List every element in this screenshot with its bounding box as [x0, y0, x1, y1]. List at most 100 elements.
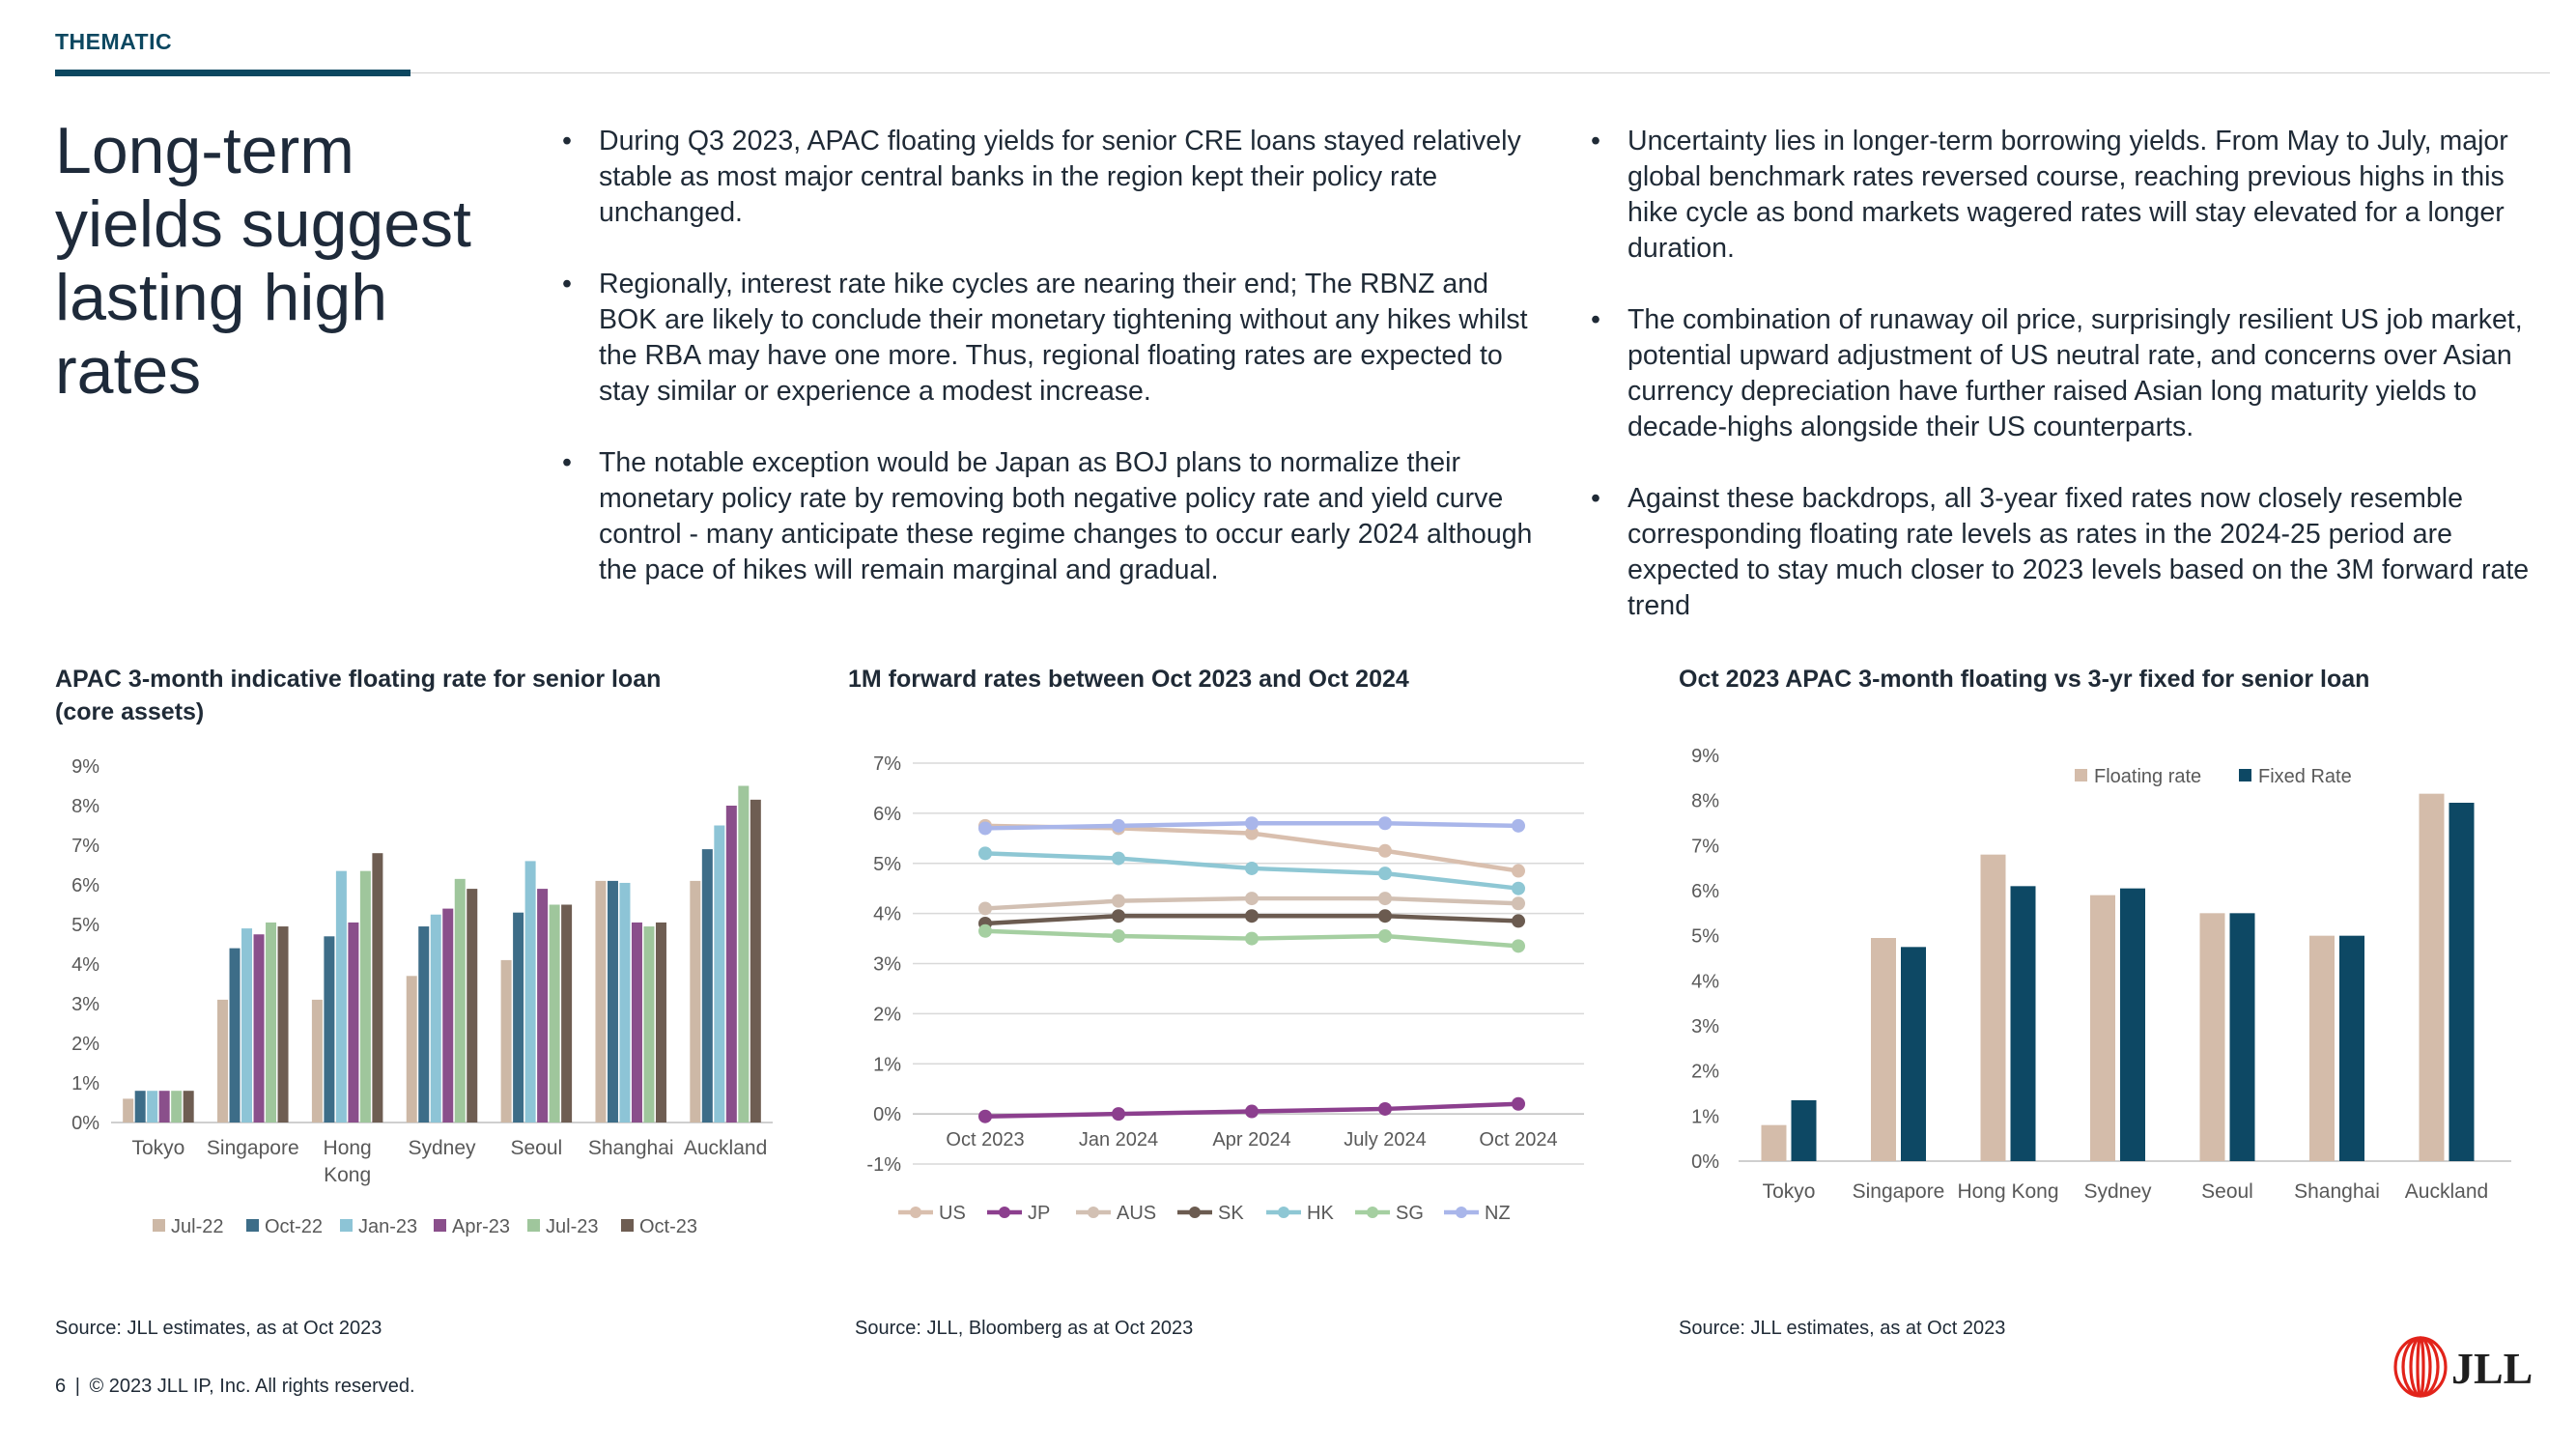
- y-tick-label: 0%: [873, 1104, 901, 1125]
- data-point: [1512, 939, 1525, 953]
- x-tick-label: July 2024: [1344, 1129, 1427, 1151]
- legend-label: Jul-23: [546, 1216, 598, 1237]
- bar: [725, 806, 737, 1122]
- x-tick-label: Apr 2024: [1212, 1129, 1290, 1151]
- x-tick-label: Auckland: [2405, 1180, 2488, 1203]
- footer: 6 | © 2023 JLL IP, Inc. All rights reser…: [55, 1376, 415, 1398]
- x-tick-label: Kong: [324, 1164, 371, 1186]
- section-accent-bar: [55, 70, 410, 76]
- x-tick-label: Seoul: [510, 1137, 562, 1159]
- legend-swatch: [527, 1219, 540, 1232]
- y-tick-label: 6%: [1691, 881, 1719, 902]
- chart2-forward-rate-lines: -1% 0% 1% 2% 3% 4% 5% 6% 7% Oct 2023 Jan 2024 Apr 2…: [866, 753, 1584, 1224]
- x-tick-label: Auckland: [684, 1137, 767, 1159]
- bullet-item: • The notable exception would be Japan as…: [558, 445, 1553, 588]
- y-tick-label: 1%: [71, 1073, 99, 1094]
- bullet-item: • The combination of runaway oil price, s…: [1587, 302, 2553, 445]
- legend-label: Fixed Rate: [2258, 766, 2352, 787]
- x-tick-label: Oct 2024: [1479, 1129, 1557, 1151]
- legend-label: AUS: [1117, 1203, 1156, 1224]
- data-point: [1245, 892, 1259, 906]
- legend-swatch: [153, 1219, 165, 1232]
- data-point: [1112, 851, 1125, 866]
- bar: [607, 880, 618, 1122]
- bar: [442, 908, 454, 1122]
- bar: [1871, 938, 1896, 1161]
- bar: [549, 904, 560, 1122]
- data-point: [1512, 881, 1525, 895]
- bullet-text: Against these backdrops, all 3-year fixe…: [1628, 483, 2530, 621]
- bar: [524, 861, 536, 1122]
- footer-separator: |: [74, 1376, 80, 1397]
- bar: [750, 799, 761, 1122]
- bullet-text: The combination of runaway oil price, su…: [1628, 304, 2523, 442]
- chart3-floating-vs-fixed-bars: 0% 1% 2% 3% 4% 5% 6% 7% 8% 9% Tokyo Singapore Hong K…: [1691, 746, 2511, 1203]
- x-tick-label: Hong Kong: [1957, 1180, 2058, 1203]
- data-point: [978, 923, 992, 938]
- data-point: [1245, 826, 1259, 840]
- bar: [513, 912, 524, 1122]
- data-point: [1378, 892, 1392, 906]
- legend-swatch: [340, 1219, 353, 1232]
- legend-swatch: [621, 1219, 634, 1232]
- page-title: Long-term yields suggest lasting high ra…: [55, 114, 471, 408]
- y-tick-label: 3%: [1691, 1016, 1719, 1037]
- y-tick-label: 4%: [873, 904, 901, 925]
- bullet-dot: •: [562, 126, 572, 156]
- data-point: [1512, 864, 1525, 878]
- y-tick-label: 9%: [1691, 746, 1719, 767]
- y-tick-label: 7%: [873, 753, 901, 775]
- x-tick-label: Singapore: [207, 1137, 299, 1159]
- legend-marker: [1088, 1207, 1099, 1218]
- bar: [454, 878, 466, 1122]
- data-point: [1378, 867, 1392, 881]
- y-tick-label: 5%: [873, 854, 901, 875]
- x-tick-label: Shanghai: [2294, 1180, 2380, 1203]
- legend-label: Apr-23: [452, 1216, 510, 1237]
- chart1-source: Source: JLL estimates, as at Oct 2023: [55, 1318, 382, 1339]
- y-tick-label: 0%: [1691, 1151, 1719, 1173]
- bullet-dot: •: [562, 447, 572, 478]
- y-tick-label: 2%: [71, 1034, 99, 1055]
- bar: [359, 870, 371, 1122]
- bullet-text: Regionally, interest rate hike cycles ar…: [599, 269, 1528, 407]
- y-tick-label: 8%: [1691, 791, 1719, 812]
- data-point: [1112, 928, 1125, 943]
- bar: [655, 922, 666, 1122]
- jll-logo-mark-icon: JLL: [2393, 1336, 2533, 1398]
- bar: [2339, 935, 2364, 1161]
- legend-marker: [1367, 1207, 1378, 1218]
- data-point: [1512, 896, 1525, 911]
- bullet-list-left: • During Q3 2023, APAC floating yields fo…: [558, 124, 1553, 588]
- x-tick-label: Tokyo: [1763, 1180, 1816, 1203]
- bullet-list-right: • Uncertainty lies in longer-term borrowi…: [1587, 124, 2553, 624]
- copyright: © 2023 JLL IP, Inc. All rights reserved.: [89, 1376, 415, 1397]
- data-point: [1245, 861, 1259, 875]
- y-tick-label: 6%: [873, 804, 901, 825]
- legend-swatch: [2075, 769, 2087, 781]
- y-tick-label: 0%: [71, 1113, 99, 1134]
- bar: [311, 999, 323, 1122]
- bullet-item: • During Q3 2023, APAC floating yields fo…: [558, 124, 1553, 231]
- header-divider: [410, 72, 2550, 73]
- bullet-dot: •: [1591, 483, 1600, 514]
- x-tick-label: Tokyo: [131, 1137, 184, 1159]
- y-tick-label: -1%: [866, 1154, 901, 1176]
- legend-marker: [910, 1207, 921, 1218]
- legend-label: JP: [1028, 1203, 1050, 1224]
- bar: [643, 926, 655, 1122]
- bar: [253, 934, 265, 1122]
- bar: [714, 825, 725, 1122]
- bar: [690, 880, 701, 1122]
- bar: [1901, 947, 1926, 1161]
- bar: [738, 785, 750, 1122]
- bar: [1761, 1124, 1787, 1161]
- data-point: [1245, 931, 1259, 946]
- bar: [537, 889, 549, 1122]
- data-point: [1245, 1104, 1259, 1119]
- data-point: [1378, 816, 1392, 831]
- legend-label: Floating rate: [2094, 766, 2201, 787]
- bar: [217, 999, 229, 1122]
- legend-swatch: [246, 1219, 259, 1232]
- y-tick-label: 2%: [1691, 1062, 1719, 1083]
